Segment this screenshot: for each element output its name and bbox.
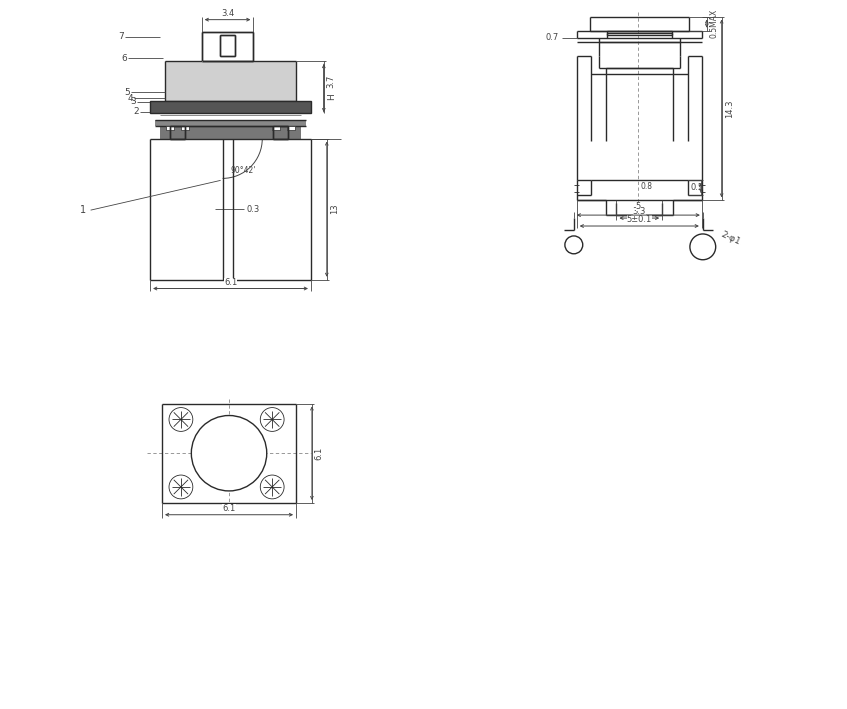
Circle shape [169,475,193,499]
Text: 2: 2 [134,108,139,116]
Text: 7: 7 [119,32,125,41]
Text: 6: 6 [122,54,127,63]
Text: 3: 3 [130,98,136,106]
Bar [165,61,296,101]
Bar [166,125,174,130]
Circle shape [260,475,284,499]
Text: 1: 1 [80,205,86,215]
Text: 0.7: 0.7 [545,33,559,42]
Text: 0.3: 0.3 [246,205,260,213]
Text: 0.8: 0.8 [640,182,652,191]
Text: 6.1: 6.1 [224,277,237,286]
Text: 13: 13 [329,203,339,214]
Text: 3.4: 3.4 [221,9,234,18]
Text: 5: 5 [636,202,641,211]
Circle shape [260,408,284,431]
Circle shape [690,234,716,259]
Bar [272,125,280,130]
Text: 2-φ1: 2-φ1 [720,230,742,246]
Text: 6.1: 6.1 [315,447,324,460]
Circle shape [565,236,583,254]
Text: 0.5: 0.5 [691,183,704,192]
Bar [150,101,311,113]
Text: 0.5MAX: 0.5MAX [710,9,719,38]
Text: 4: 4 [128,94,133,103]
Text: 6.1: 6.1 [223,504,235,513]
Bar [170,125,185,139]
Text: 5±0.1: 5±0.1 [627,215,652,224]
Bar [274,125,288,139]
Text: H: H [327,94,335,101]
Bar [155,120,306,125]
Circle shape [191,415,267,491]
Bar [287,125,295,130]
Circle shape [169,408,193,431]
Text: 3.3: 3.3 [633,207,646,216]
Text: 14.3: 14.3 [725,99,734,118]
Text: 5: 5 [125,88,130,96]
Text: 90°42': 90°42' [230,167,256,176]
Bar [181,125,189,130]
Bar [160,125,301,139]
Text: 3.7: 3.7 [327,74,335,88]
